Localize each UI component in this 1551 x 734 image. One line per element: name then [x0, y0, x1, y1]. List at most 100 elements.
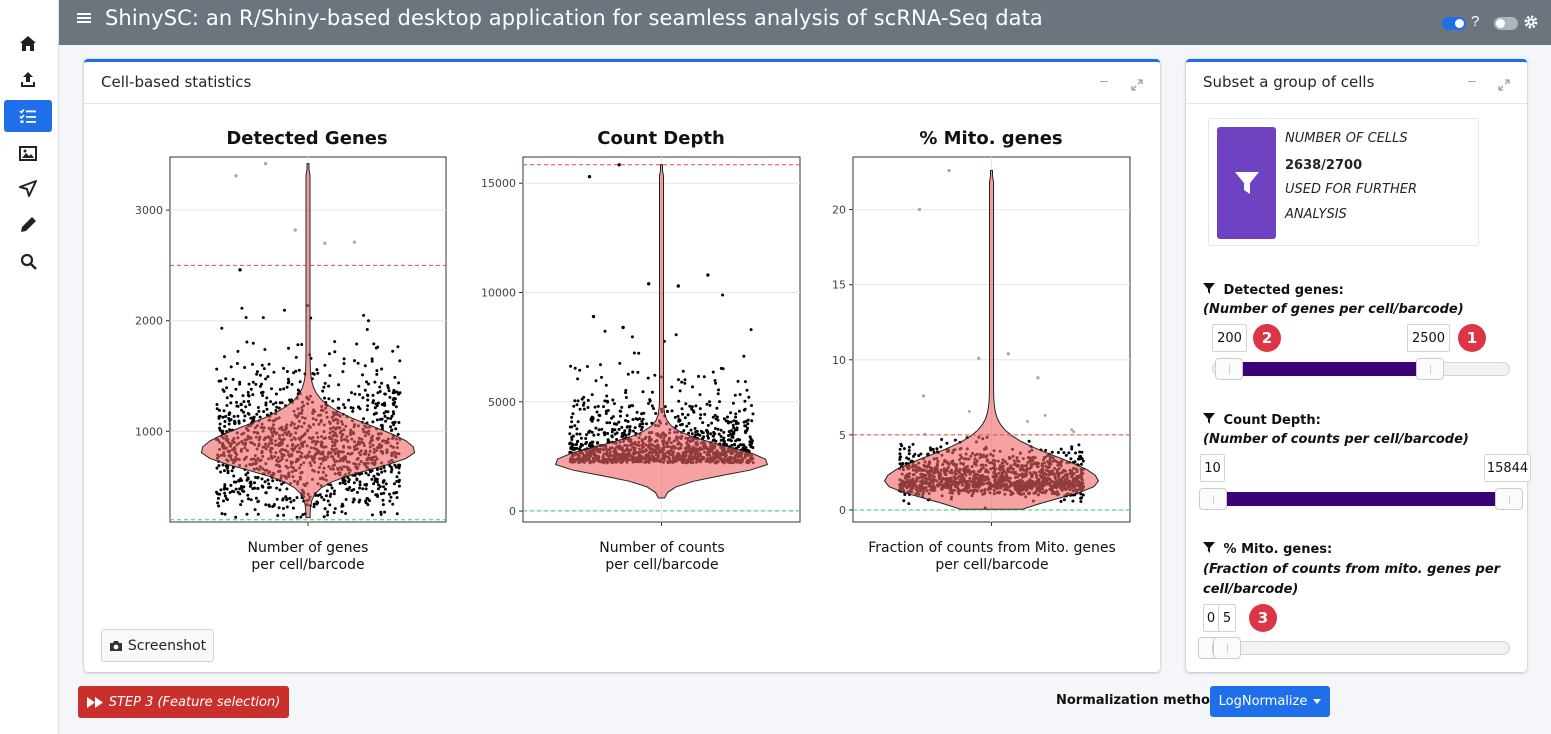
sidebar-item-qc[interactable]: [4, 100, 52, 132]
data-point: [615, 438, 619, 441]
data-point: [351, 409, 355, 413]
data-point: [264, 403, 268, 407]
data-point: [216, 496, 220, 500]
data-point: [376, 487, 380, 491]
data-point: [383, 401, 386, 405]
next-step-button[interactable]: STEP 3 (Feature selection): [78, 686, 289, 718]
screenshot-button[interactable]: Screenshot: [101, 629, 214, 662]
data-point: [253, 481, 256, 485]
data-point: [742, 354, 746, 358]
counts-slider-max-handle[interactable]: [1495, 488, 1523, 510]
menu-icon[interactable]: [77, 11, 91, 25]
data-point: [254, 382, 258, 386]
data-point: [332, 492, 336, 496]
data-point: [236, 414, 240, 418]
data-point: [709, 432, 713, 436]
outlier-point: [676, 284, 680, 288]
data-point: [746, 418, 750, 422]
sidebar-item-upload[interactable]: [4, 63, 52, 95]
data-point: [285, 505, 289, 509]
sidebar-item-home[interactable]: [4, 27, 52, 59]
data-point: [711, 370, 715, 374]
help-button[interactable]: ?: [1471, 13, 1480, 30]
data-point: [590, 430, 594, 434]
data-point: [267, 503, 271, 507]
sidebar-item-edit[interactable]: [4, 208, 52, 240]
data-point: [733, 443, 737, 447]
mito-slider-track[interactable]: [1200, 641, 1510, 655]
data-point: [216, 501, 220, 505]
data-point: [603, 329, 607, 333]
minimize-icon[interactable]: –: [1100, 72, 1108, 88]
outlier-point: [591, 314, 596, 319]
data-point: [710, 421, 714, 425]
toggle-switch-on[interactable]: [1442, 17, 1466, 30]
genes-slider-max-handle[interactable]: [1416, 358, 1444, 380]
data-point: [575, 432, 579, 436]
expand-icon[interactable]: [1131, 79, 1143, 91]
data-point: [611, 427, 614, 431]
data-point: [367, 473, 371, 477]
counts-slider-min-handle[interactable]: [1199, 488, 1227, 510]
sidebar-item-images[interactable]: [4, 137, 52, 169]
data-point: [1079, 500, 1083, 503]
genes-slider-min-handle[interactable]: [1215, 358, 1243, 380]
data-point: [375, 493, 379, 497]
outlier-point: [647, 282, 651, 286]
data-point: [586, 406, 590, 409]
sidebar-item-search[interactable]: [4, 245, 52, 277]
data-point: [271, 479, 275, 483]
data-point: [278, 401, 282, 405]
expand-icon[interactable]: [1498, 79, 1510, 91]
data-point: [397, 478, 401, 482]
data-point: [219, 470, 223, 474]
data-point: [1071, 499, 1075, 503]
data-point: [1079, 462, 1083, 466]
data-point: [395, 512, 399, 516]
data-point: [670, 385, 674, 389]
mito-slider-max-handle[interactable]: [1213, 637, 1241, 659]
data-point: [230, 469, 234, 473]
data-point: [295, 515, 299, 519]
outlier-point: [1036, 376, 1040, 380]
data-point: [699, 413, 703, 417]
data-point: [590, 443, 594, 447]
data-point: [572, 446, 576, 450]
data-point: [328, 503, 332, 507]
data-point: [705, 428, 709, 432]
data-point: [232, 490, 236, 494]
card-title: Cell-based statistics: [101, 73, 252, 91]
data-point: [330, 486, 334, 490]
data-point: [218, 422, 222, 426]
data-point: [590, 419, 594, 423]
data-point: [242, 485, 246, 489]
data-point: [390, 414, 394, 418]
data-point: [613, 432, 617, 436]
minimize-icon[interactable]: –: [1468, 72, 1476, 88]
data-point: [346, 476, 350, 479]
gear-icon[interactable]: [1523, 14, 1539, 30]
data-point: [901, 462, 905, 466]
sidebar-item-send[interactable]: [4, 172, 52, 204]
data-point: [677, 378, 680, 382]
data-point: [736, 438, 740, 441]
data-point: [578, 432, 582, 436]
data-point: [726, 421, 730, 425]
violin-shape: [883, 170, 1100, 510]
data-point: [389, 470, 393, 474]
dark-mode-toggle[interactable]: [1494, 17, 1518, 30]
normalization-dropdown[interactable]: LogNormalize: [1210, 686, 1330, 717]
data-point: [338, 481, 342, 485]
data-point: [680, 407, 684, 411]
data-point: [244, 473, 248, 477]
data-point: [239, 477, 243, 481]
data-point: [680, 380, 684, 384]
data-point: [711, 415, 715, 419]
data-point: [693, 427, 697, 430]
data-point: [676, 414, 680, 418]
data-point: [362, 313, 366, 317]
data-point: [570, 438, 574, 441]
data-point: [239, 503, 243, 507]
data-point: [628, 425, 632, 429]
counts-filter-sub: (Number of counts per cell/barcode): [1203, 432, 1469, 447]
